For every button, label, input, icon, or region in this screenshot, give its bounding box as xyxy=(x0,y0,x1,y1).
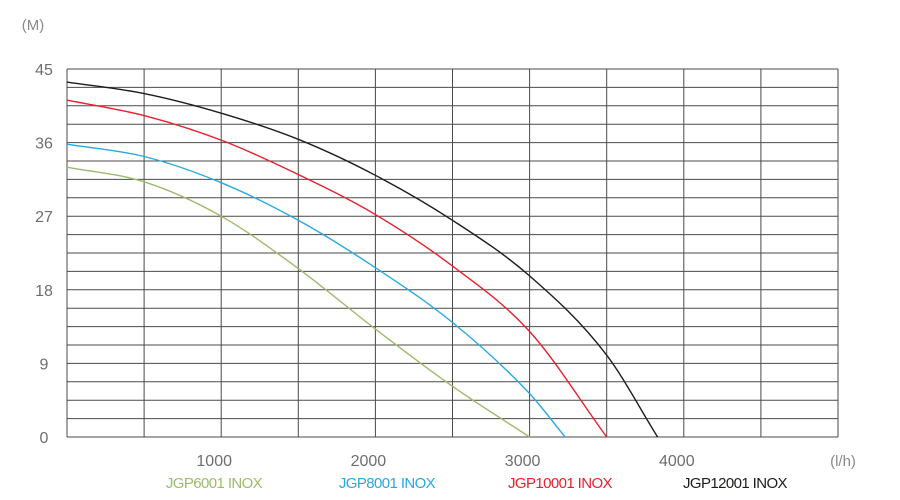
series-line-2 xyxy=(66,143,566,438)
legend-entry: JGP10001 INOX xyxy=(508,475,613,492)
y-tick-label: 18 xyxy=(35,283,53,300)
x-axis-unit-label: (l/h) xyxy=(830,453,856,470)
x-tick-label: 2000 xyxy=(351,453,387,470)
series-line-1 xyxy=(66,166,530,438)
series-lines xyxy=(66,81,659,438)
series-line-3 xyxy=(66,99,608,438)
legend-entry: JGP6001 INOX xyxy=(166,475,263,492)
y-tick-label: 36 xyxy=(35,136,53,153)
x-tick-label: 4000 xyxy=(659,453,695,470)
y-tick-label: 45 xyxy=(35,62,53,79)
series-line-4 xyxy=(66,81,659,438)
legend-entry: JGP12001 INOX xyxy=(683,475,788,492)
y-tick-label: 27 xyxy=(35,209,53,226)
x-tick-label: 1000 xyxy=(196,453,232,470)
grid xyxy=(66,68,839,438)
legend: JGP6001 INOX JGP8001 INOX JGP10001 INOX JGP… xyxy=(166,475,788,492)
legend-entry: JGP8001 INOX xyxy=(339,475,436,492)
tick-labels: 0 9 18 27 36 45 1000 2000 3000 4000 xyxy=(35,62,695,470)
y-tick-label: 0 xyxy=(40,430,49,447)
y-axis-unit-label: (M) xyxy=(22,17,45,34)
x-tick-label: 3000 xyxy=(505,453,541,470)
y-tick-label: 9 xyxy=(40,356,49,373)
